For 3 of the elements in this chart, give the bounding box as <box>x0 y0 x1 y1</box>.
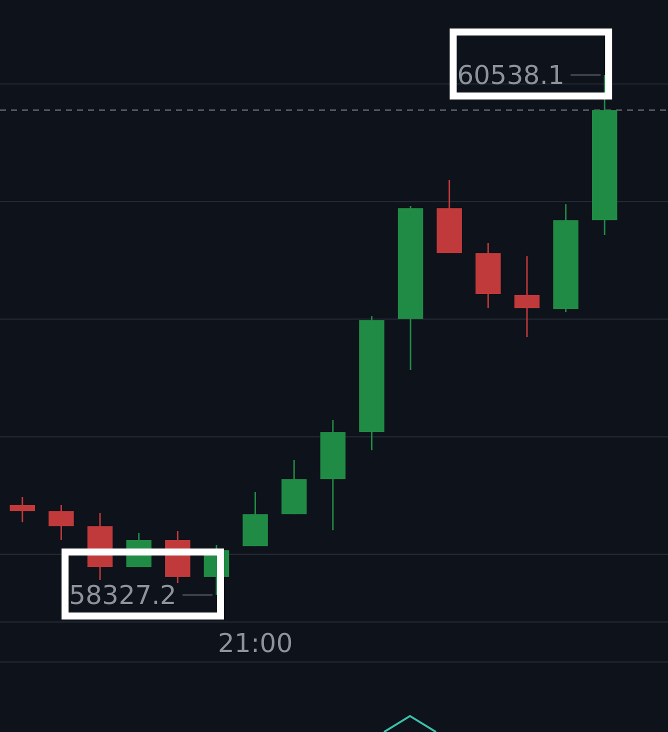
x-tick-label: 21:00 <box>218 629 293 660</box>
annotation: 60538.1 <box>457 61 565 92</box>
annotation: 58327.2 <box>68 581 176 612</box>
